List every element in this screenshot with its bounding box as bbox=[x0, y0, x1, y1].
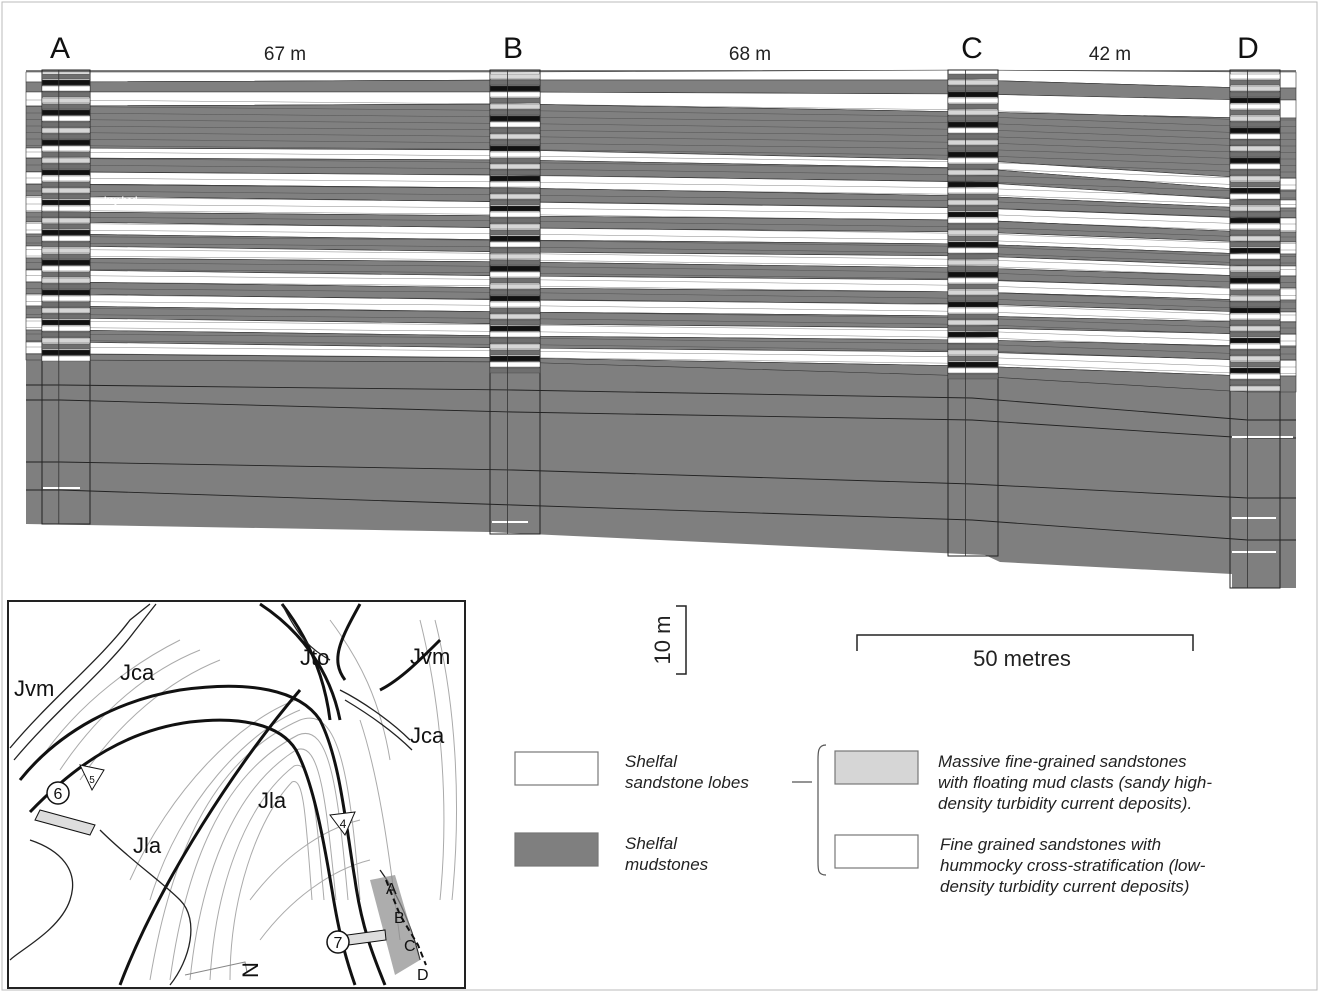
legend-massive-line3: density turbidity current deposits). bbox=[938, 794, 1192, 813]
distance-cd: 42 m bbox=[1089, 44, 1131, 65]
distance-ab: 67 m bbox=[264, 44, 306, 65]
legend-massive-line2: with floating mud clasts (sandy high- bbox=[938, 773, 1212, 792]
legend-lobes-line1: Shelfal bbox=[625, 752, 678, 771]
map-point-c: C bbox=[404, 938, 416, 955]
map-label-jto: Jto bbox=[300, 645, 329, 670]
column-label-b: B bbox=[503, 32, 523, 65]
key-bed-label: key bed bbox=[104, 195, 138, 205]
legend-mud-line1: Shelfal bbox=[625, 834, 678, 853]
legend-hcs-line1: Fine grained sandstones with bbox=[940, 835, 1161, 854]
legend-mud-line2: mudstones bbox=[625, 855, 709, 874]
column-label-a: A bbox=[50, 32, 70, 65]
legend-hcs-line2: hummocky cross-stratification (low- bbox=[940, 856, 1206, 875]
distance-bc: 68 m bbox=[729, 44, 771, 65]
horizontal-scale: 50 metres bbox=[856, 634, 1194, 671]
legend-swatch-hcs-sandstone bbox=[834, 834, 919, 869]
locality-7: 7 bbox=[334, 935, 343, 952]
map-point-a: A bbox=[386, 881, 397, 898]
legend-lobes-line2: sandstone lobes bbox=[625, 773, 749, 792]
column-label-c: C bbox=[961, 32, 983, 65]
map-point-d: D bbox=[417, 967, 429, 984]
legend-swatch-sandstone-lobes bbox=[514, 751, 599, 786]
north-label: N bbox=[238, 962, 263, 978]
map-label-jla-west: Jla bbox=[133, 833, 162, 858]
vertical-scale: 10 m bbox=[650, 605, 687, 675]
legend-swatch-massive-sandstone bbox=[834, 750, 919, 785]
map-point-b: B bbox=[394, 910, 405, 927]
column-label-d: D bbox=[1237, 32, 1259, 65]
map-label-jca-east: Jca bbox=[410, 723, 445, 748]
svg-text:50 metres: 50 metres bbox=[973, 646, 1071, 671]
correlation-panel: key bed A B C D 67 m 68 m 42 m bbox=[25, 32, 1297, 589]
legend-hcs-line3: density turbidity current deposits) bbox=[940, 877, 1189, 896]
legend-swatch-mudstones bbox=[514, 832, 599, 867]
location-map: Jvm Jca Jto Jvm Jca Jla Jla 6 5 4 7 A B … bbox=[7, 600, 466, 989]
map-label-jvm-west: Jvm bbox=[14, 676, 54, 701]
map-label-jla-center: Jla bbox=[258, 788, 287, 813]
locality-4: 4 bbox=[340, 817, 347, 831]
lower-correlation-lines bbox=[26, 384, 1296, 553]
svg-text:10 m: 10 m bbox=[650, 616, 675, 665]
map-label-jvm-east: Jvm bbox=[410, 644, 450, 669]
locality-6: 6 bbox=[54, 786, 63, 803]
legend-massive-line1: Massive fine-grained sandstones bbox=[938, 752, 1187, 771]
bed-bands bbox=[25, 69, 1297, 393]
map-label-jca-west: Jca bbox=[120, 660, 155, 685]
locality-5: 5 bbox=[89, 775, 95, 786]
legend: Shelfal sandstone lobes Shelfal mudstone… bbox=[514, 744, 1212, 896]
logged-sections bbox=[41, 69, 1281, 589]
